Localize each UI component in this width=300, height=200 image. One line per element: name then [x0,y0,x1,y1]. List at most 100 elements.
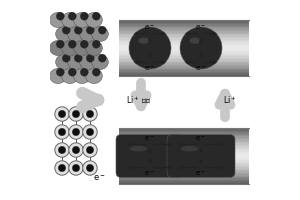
Bar [119,41,249,42]
Ellipse shape [80,26,96,42]
Ellipse shape [61,12,78,28]
Bar [119,43,249,45]
Text: e$^-$: e$^-$ [144,134,156,143]
Ellipse shape [86,26,94,34]
Ellipse shape [138,38,149,44]
FancyBboxPatch shape [167,135,235,177]
Ellipse shape [98,26,106,34]
Ellipse shape [50,68,66,84]
Bar [119,38,249,40]
Bar [119,172,249,174]
Text: e$^-$: e$^-$ [144,64,156,73]
Bar [119,156,249,157]
Ellipse shape [56,12,64,20]
Bar [119,181,249,183]
Bar [119,22,249,24]
Bar [119,175,249,177]
Ellipse shape [86,54,94,62]
Bar [119,71,249,73]
Bar [119,132,249,134]
Bar [119,29,249,31]
Bar [119,142,249,143]
Bar [119,168,249,170]
Bar [119,160,249,162]
Bar [119,177,249,178]
Ellipse shape [55,107,69,121]
Ellipse shape [58,110,66,118]
Bar [119,165,249,167]
Bar [119,157,249,159]
Bar [119,60,249,62]
Ellipse shape [85,40,102,56]
Ellipse shape [58,164,66,172]
Ellipse shape [58,146,66,154]
Ellipse shape [80,40,88,48]
Bar [119,149,249,150]
Ellipse shape [80,12,88,20]
Ellipse shape [56,54,72,70]
Ellipse shape [180,27,222,69]
Bar [119,66,249,68]
Bar [119,50,249,52]
Text: e$^-$: e$^-$ [144,169,156,178]
Ellipse shape [68,12,76,20]
Ellipse shape [74,68,90,84]
FancyBboxPatch shape [116,135,184,177]
Ellipse shape [92,40,100,48]
Bar [119,133,249,135]
Ellipse shape [74,12,90,28]
Bar [119,28,249,30]
Bar [119,153,249,155]
Bar [119,20,249,21]
Bar [119,56,249,58]
Ellipse shape [58,128,66,136]
Text: e$^-$: e$^-$ [195,23,207,32]
Bar [119,46,249,48]
Ellipse shape [86,110,94,118]
Bar [119,48,249,49]
Bar [119,170,249,171]
Ellipse shape [83,107,97,121]
Bar [119,63,249,65]
Bar [119,130,249,132]
Bar [119,163,249,164]
Text: Li$^+$ 嵌入: Li$^+$ 嵌入 [126,94,152,106]
Bar [119,73,249,75]
Bar [119,62,249,63]
Text: Li$^+$: Li$^+$ [223,94,237,106]
Ellipse shape [55,161,69,175]
Bar [119,70,249,72]
Bar [119,52,249,54]
Bar [119,32,249,34]
Bar [119,182,249,184]
Ellipse shape [86,164,94,172]
Ellipse shape [92,54,108,70]
Ellipse shape [68,54,84,70]
Ellipse shape [80,54,96,70]
Bar [119,39,249,41]
Ellipse shape [80,68,88,76]
Ellipse shape [74,54,82,62]
Bar [119,53,249,55]
Bar [119,59,249,61]
Bar [119,174,249,176]
Ellipse shape [98,54,106,62]
Bar [119,161,249,163]
Ellipse shape [69,107,83,121]
Ellipse shape [69,125,83,139]
Ellipse shape [83,125,97,139]
Ellipse shape [83,143,97,157]
Bar [119,35,249,37]
Bar [119,21,249,23]
Ellipse shape [74,26,82,34]
Ellipse shape [68,40,76,48]
Bar [119,164,249,166]
Bar [119,24,249,26]
Ellipse shape [72,164,80,172]
Ellipse shape [72,128,80,136]
Bar [119,167,249,169]
Bar [119,143,249,145]
Bar [119,25,249,27]
Ellipse shape [129,27,171,69]
Ellipse shape [92,26,108,42]
